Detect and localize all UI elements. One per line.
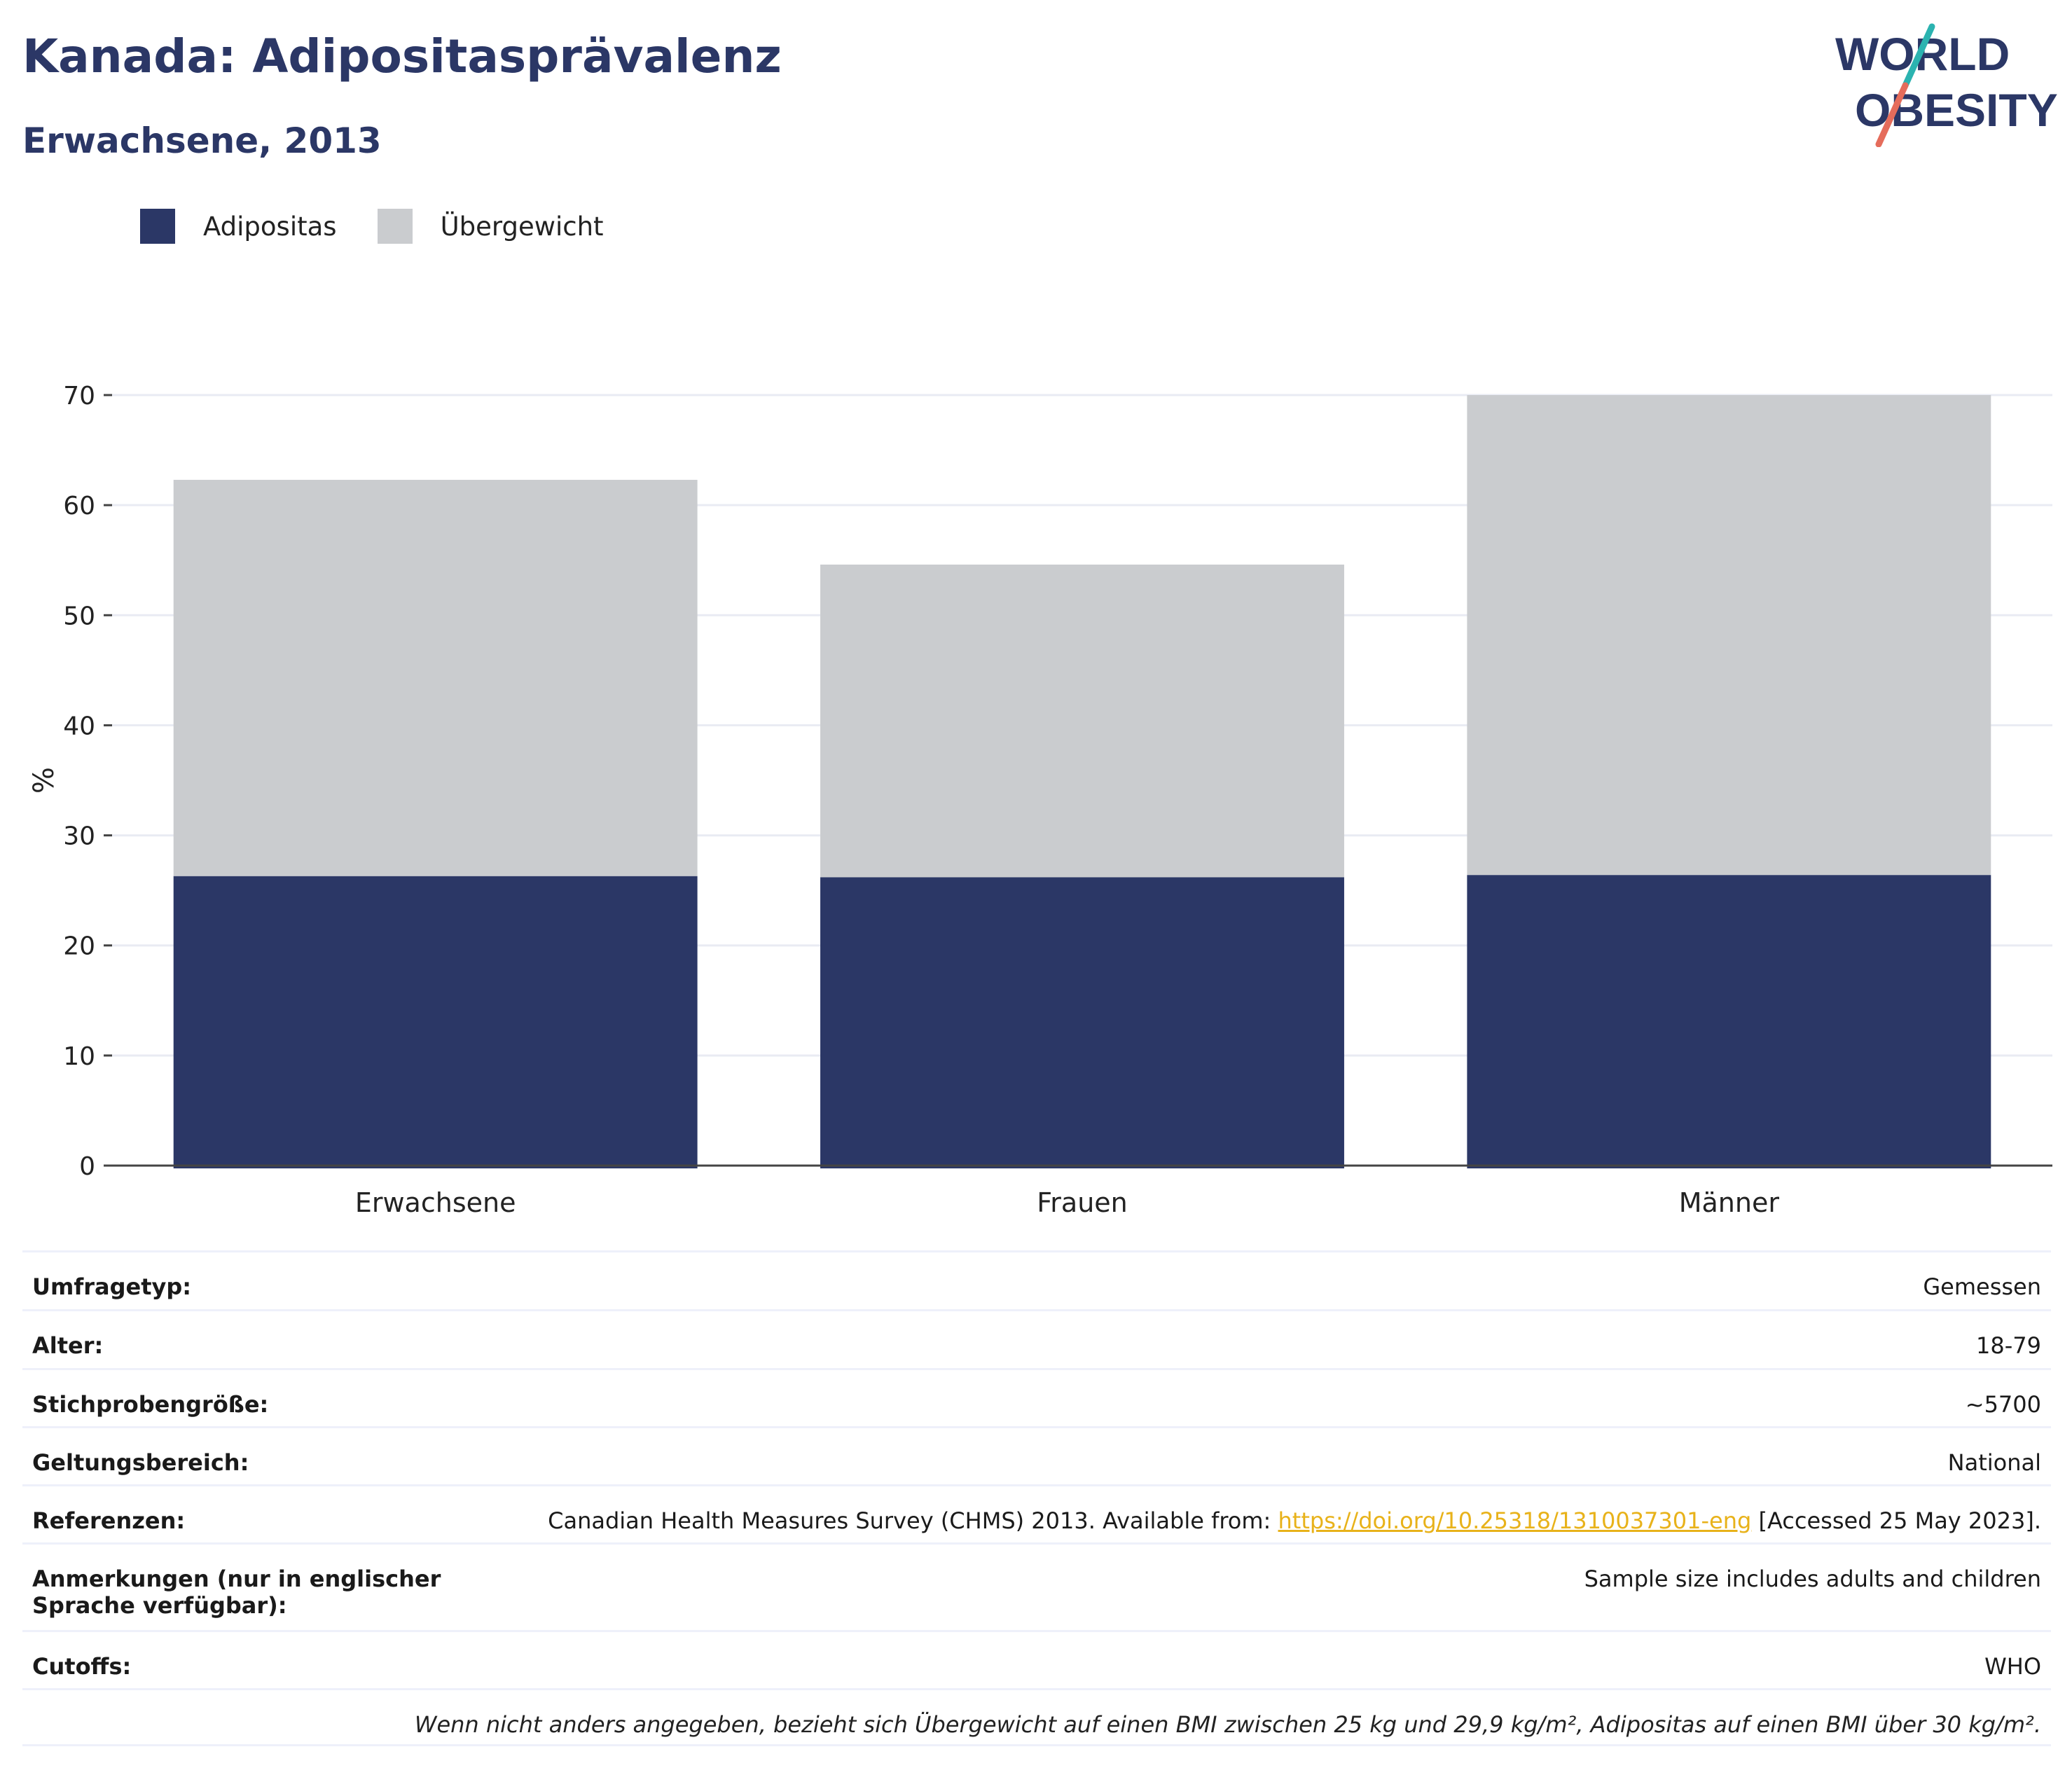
logo-slash-coral [1875, 82, 1909, 147]
y-tick-label: 10 [63, 1042, 95, 1071]
scope-value: National [1947, 1449, 2041, 1476]
notes-value: Sample size includes adults and children [1584, 1566, 2041, 1592]
info-row-age: Alter: 18-79 [22, 1309, 2051, 1368]
bar-uebergewicht-1 [820, 565, 1344, 878]
sample-size-label: Stichprobengröße: [32, 1391, 269, 1418]
page-title: Kanada: Adipositasprävalenz [22, 29, 782, 83]
info-table: Umfragetyp: Gemessen Alter: 18-79 Stichp… [22, 1250, 2051, 1746]
references-label: Referenzen: [32, 1507, 186, 1534]
legend-item-adipositas[interactable]: Adipositas [140, 209, 337, 244]
x-tick-label: Frauen [1037, 1187, 1128, 1218]
bar-adipositas-2 [1467, 875, 1991, 1168]
y-tick-label: 50 [63, 602, 95, 630]
bar-uebergewicht-2 [1467, 395, 1991, 876]
info-row-notes: Anmerkungen (nur in englischer Sprache v… [22, 1542, 2051, 1630]
scope-label: Geltungsbereich: [32, 1449, 249, 1476]
x-tick-label: Erwachsene [355, 1187, 516, 1218]
footnote-text: Wenn nicht anders angegeben, bezieht sic… [414, 1711, 2041, 1738]
cutoffs-label: Cutoffs: [32, 1653, 132, 1680]
y-tick-label: 70 [63, 382, 95, 410]
survey-type-value: Gemessen [1923, 1273, 2041, 1300]
bar-uebergewicht-0 [173, 480, 698, 876]
y-tick-label: 30 [63, 822, 95, 851]
notes-label: Anmerkungen (nur in englischer Sprache v… [32, 1566, 441, 1619]
y-axis-label: % [28, 767, 60, 794]
page-subtitle: Erwachsene, 2013 [22, 120, 382, 161]
references-text: Canadian Health Measures Survey (CHMS) 2… [548, 1507, 1278, 1534]
chart-legend: Adipositas Übergewicht [140, 209, 644, 244]
survey-type-label: Umfragetyp: [32, 1273, 192, 1300]
info-row-cutoffs: Cutoffs: WHO [22, 1630, 2051, 1688]
cutoffs-value: WHO [1984, 1653, 2041, 1680]
bar-chart: 0 10 20 30 40 50 60 70% Erwachsene Frauen Männer [28, 382, 2052, 1218]
y-tick-label: 60 [63, 492, 95, 520]
age-label: Alter: [32, 1332, 104, 1359]
info-row-references: Referenzen: Canadian Health Measures Sur… [22, 1484, 2051, 1542]
y-tick-label: 20 [63, 932, 95, 961]
legend-item-uebergewicht[interactable]: Übergewicht [377, 209, 604, 244]
references-accessed: [Accessed 25 May 2023]. [1751, 1507, 2041, 1534]
age-value: 18-79 [1976, 1332, 2041, 1359]
info-row-footnote: Wenn nicht anders angegeben, bezieht sic… [22, 1688, 2051, 1746]
bar-adipositas-1 [820, 877, 1344, 1168]
references-value: Canadian Health Measures Survey (CHMS) 2… [548, 1507, 2041, 1534]
legend-label-adipositas: Adipositas [203, 211, 337, 242]
sample-size-value: ~5700 [1965, 1391, 2041, 1418]
info-row-scope: Geltungsbereich: National [22, 1426, 2051, 1484]
x-tick-label: Männer [1679, 1187, 1780, 1218]
y-tick-label: 0 [79, 1152, 95, 1181]
bar-adipositas-0 [173, 876, 698, 1168]
logo-slash-teal [1902, 23, 1935, 89]
world-obesity-logo: WORLD OBESITY [1835, 23, 2058, 147]
references-link[interactable]: https://doi.org/10.25318/1310037301-eng [1278, 1507, 1752, 1534]
info-row-survey-type: Umfragetyp: Gemessen [22, 1250, 2051, 1309]
y-tick-label: 40 [63, 712, 95, 740]
legend-swatch-adipositas [140, 209, 175, 244]
legend-swatch-uebergewicht [377, 209, 413, 244]
info-row-sample-size: Stichprobengröße: ~5700 [22, 1368, 2051, 1426]
legend-label-uebergewicht: Übergewicht [440, 211, 604, 242]
